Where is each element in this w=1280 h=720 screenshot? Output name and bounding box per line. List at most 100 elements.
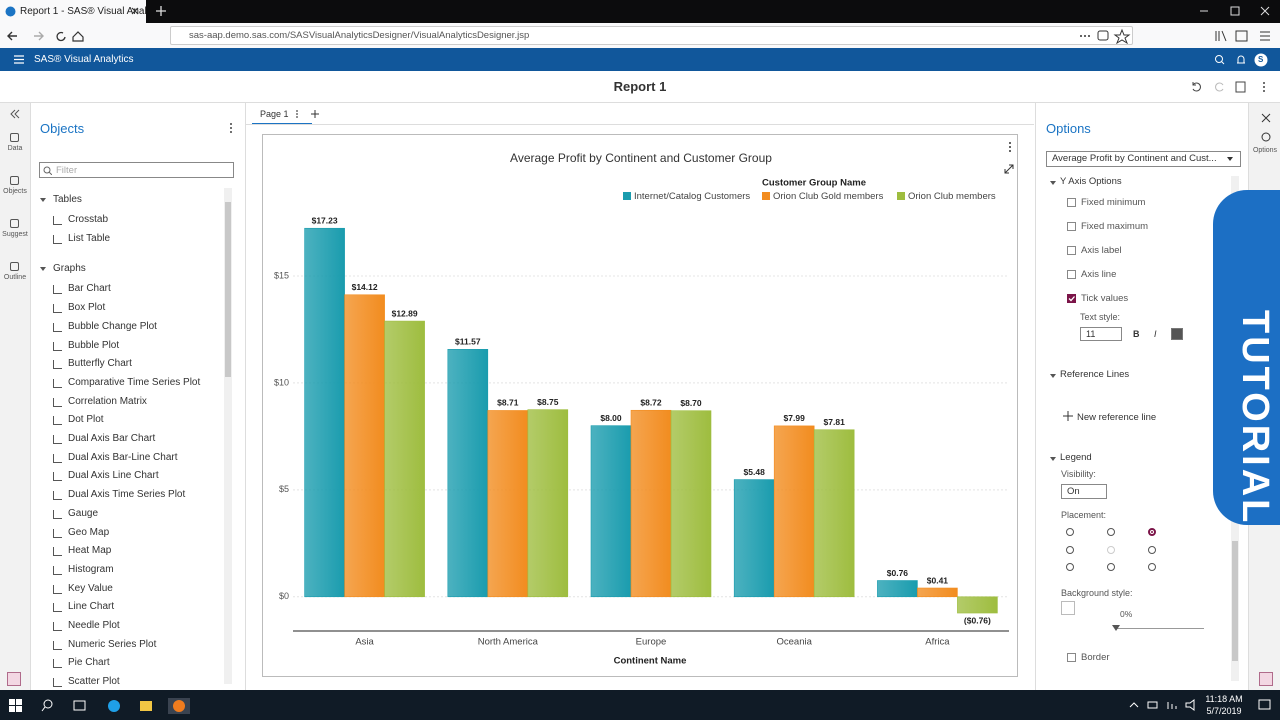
scrollbar[interactable] <box>224 188 232 684</box>
background-swatch[interactable] <box>1061 601 1075 615</box>
new-reference-line[interactable]: New reference line <box>1077 412 1157 423</box>
placement-radio[interactable] <box>1148 528 1156 536</box>
object-item[interactable]: Bubble Change Plot <box>68 320 157 332</box>
section-toggle[interactable] <box>1050 181 1056 185</box>
object-item[interactable]: Dual Axis Line Chart <box>68 470 159 482</box>
checkbox[interactable] <box>1067 270 1076 279</box>
pin-button[interactable] <box>1259 672 1273 686</box>
slider-thumb[interactable] <box>1112 625 1120 631</box>
checkbox[interactable] <box>1067 294 1076 303</box>
page-tab[interactable]: Page 1 <box>260 109 289 119</box>
chart-controls[interactable] <box>1004 142 1014 174</box>
panel-menu[interactable] <box>229 122 233 134</box>
object-item[interactable]: Line Chart <box>68 601 115 613</box>
object-item[interactable]: Crosstab <box>68 214 109 225</box>
pin-button[interactable] <box>7 672 21 686</box>
object-item[interactable]: List Table <box>68 232 111 244</box>
url-bar[interactable]: sas-aap.demo.sas.com/SASVisualAnalyticsD… <box>170 26 1133 45</box>
bar[interactable] <box>877 580 918 598</box>
report-toolbar[interactable] <box>1190 80 1275 94</box>
rail-icon[interactable] <box>10 219 19 228</box>
transparency-slider[interactable] <box>1116 628 1204 629</box>
placement-radio[interactable] <box>1066 528 1074 536</box>
color-button[interactable] <box>1171 328 1183 340</box>
bar[interactable] <box>733 479 775 598</box>
chart[interactable]: Average Profit by Continent and Customer… <box>262 134 1018 677</box>
object-item[interactable]: Heat Map <box>68 545 112 557</box>
object-item[interactable]: Bar Chart <box>68 283 111 295</box>
rail-icon[interactable] <box>10 176 19 185</box>
browser-toolbar-icons[interactable] <box>1078 28 1278 44</box>
object-item[interactable]: Correlation Matrix <box>68 395 147 407</box>
object-item[interactable]: Dual Axis Time Series Plot <box>68 489 186 501</box>
close-options[interactable] <box>1259 111 1273 125</box>
browser-tab[interactable]: Report 1 - SAS® Visual Analytics <box>0 0 146 23</box>
checkbox[interactable] <box>1067 246 1076 255</box>
page-tab-icons[interactable] <box>294 108 324 120</box>
group-header[interactable]: Tables <box>53 194 82 205</box>
object-item[interactable]: Comparative Time Series Plot <box>68 376 201 388</box>
placement-radio[interactable] <box>1148 563 1156 571</box>
bar[interactable] <box>344 294 385 598</box>
bar[interactable] <box>590 425 632 598</box>
checkbox[interactable] <box>1067 653 1076 662</box>
object-item[interactable]: Scatter Plot <box>68 676 120 688</box>
new-tab[interactable] <box>155 5 167 17</box>
object-item[interactable]: Dot Plot <box>68 414 104 426</box>
user-initial[interactable]: S <box>1258 55 1264 64</box>
header-icons[interactable] <box>1214 53 1272 67</box>
bar[interactable] <box>304 227 345 598</box>
bar[interactable] <box>957 596 998 614</box>
filter-box[interactable]: Filter <box>39 162 234 178</box>
object-item[interactable]: Geo Map <box>68 526 110 538</box>
object-item[interactable]: Bubble Plot <box>68 339 120 351</box>
object-item[interactable]: Histogram <box>68 563 114 575</box>
object-item[interactable]: Pie Chart <box>68 657 110 669</box>
object-item[interactable]: Gauge <box>68 507 99 519</box>
tray-icons[interactable] <box>1128 699 1198 711</box>
italic-button[interactable]: I <box>1154 329 1157 339</box>
object-item[interactable]: Key Value <box>68 582 113 594</box>
window-controls[interactable] <box>1195 4 1275 18</box>
bar[interactable] <box>773 425 815 598</box>
object-item[interactable]: Dual Axis Bar Chart <box>68 433 156 444</box>
object-item[interactable]: Box Plot <box>68 302 106 314</box>
placement-radio[interactable] <box>1066 545 1074 554</box>
nav-buttons[interactable] <box>5 28 85 44</box>
object-item[interactable]: Needle Plot <box>68 620 120 631</box>
section-toggle[interactable] <box>1050 457 1056 461</box>
bar[interactable] <box>487 410 529 598</box>
section-heading[interactable]: Legend <box>1060 452 1092 463</box>
notifications[interactable] <box>1258 699 1272 711</box>
checkbox[interactable] <box>1067 222 1076 231</box>
section-heading[interactable]: Reference Lines <box>1060 369 1130 380</box>
bar[interactable] <box>813 429 855 598</box>
section-toggle[interactable] <box>1050 374 1056 378</box>
tab-close[interactable] <box>130 6 140 16</box>
collapse-icon[interactable] <box>9 109 21 119</box>
rail-icon[interactable] <box>10 133 19 142</box>
object-item[interactable]: Numeric Series Plot <box>68 638 157 650</box>
checkbox[interactable] <box>1067 198 1076 207</box>
menu-icon[interactable] <box>14 55 24 64</box>
section-heading[interactable]: Y Axis Options <box>1060 176 1122 187</box>
object-item[interactable]: Dual Axis Bar-Line Chart <box>68 451 178 463</box>
bar[interactable] <box>670 410 712 598</box>
placement-radio[interactable] <box>1107 563 1115 571</box>
font-size-select[interactable]: 11 <box>1080 327 1122 341</box>
bar[interactable] <box>527 409 569 598</box>
taskbar-icons[interactable] <box>8 698 198 714</box>
visibility-select[interactable]: On <box>1061 484 1107 499</box>
object-select[interactable]: Average Profit by Continent and Cust... <box>1046 151 1241 167</box>
bar[interactable] <box>384 320 425 598</box>
group-toggle[interactable] <box>40 198 46 202</box>
placement-radio[interactable] <box>1148 545 1156 554</box>
object-item[interactable]: Butterfly Chart <box>68 358 132 370</box>
bar[interactable] <box>447 349 489 598</box>
bar[interactable] <box>917 587 958 598</box>
rail-icon[interactable] <box>10 262 19 271</box>
group-header[interactable]: Graphs <box>53 263 86 275</box>
placement-radio[interactable] <box>1107 528 1115 536</box>
options-icon[interactable] <box>1260 131 1272 143</box>
bold-button[interactable]: B <box>1133 329 1140 339</box>
